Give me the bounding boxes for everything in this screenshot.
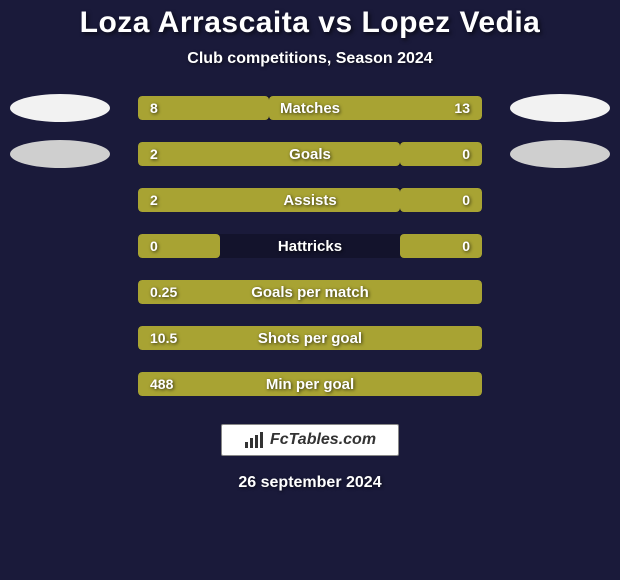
stat-row: Hattricks00 — [0, 234, 620, 258]
page-title: Loza Arrascaita vs Lopez Vedia — [80, 6, 541, 40]
bar-fill-left — [138, 188, 400, 212]
subtitle: Club competitions, Season 2024 — [187, 50, 432, 68]
stat-value-right: 13 — [454, 100, 470, 116]
stat-row: Goals per match0.25 — [0, 280, 620, 304]
stat-row: Shots per goal10.5 — [0, 326, 620, 350]
bar-fill-left — [138, 280, 482, 304]
bar-track: Shots per goal10.5 — [138, 326, 482, 350]
date-label: 26 september 2024 — [238, 474, 381, 492]
player-marker-left — [10, 140, 110, 168]
stat-value-left: 10.5 — [150, 330, 177, 346]
stat-row: Matches813 — [0, 96, 620, 120]
stat-value-left: 8 — [150, 100, 158, 116]
stat-value-left: 2 — [150, 192, 158, 208]
stat-value-left: 488 — [150, 376, 173, 392]
stat-value-right: 0 — [462, 192, 470, 208]
stat-value-right: 0 — [462, 238, 470, 254]
bar-track: Goals per match0.25 — [138, 280, 482, 304]
bar-track: Matches813 — [138, 96, 482, 120]
logo-text: FcTables.com — [270, 431, 376, 449]
stat-value-left: 0.25 — [150, 284, 177, 300]
chart-icon — [244, 431, 264, 449]
stat-row: Min per goal488 — [0, 372, 620, 396]
player-marker-right — [510, 140, 610, 168]
stat-value-left: 0 — [150, 238, 158, 254]
bar-fill-left — [138, 142, 400, 166]
stat-value-left: 2 — [150, 146, 158, 162]
player-marker-left — [10, 94, 110, 122]
stat-rows: Matches813Goals20Assists20Hattricks00Goa… — [0, 96, 620, 396]
bar-fill-right — [269, 96, 482, 120]
bar-track: Min per goal488 — [138, 372, 482, 396]
bar-track: Goals20 — [138, 142, 482, 166]
bar-track: Hattricks00 — [138, 234, 482, 258]
bar-fill-left — [138, 372, 482, 396]
bar-track: Assists20 — [138, 188, 482, 212]
stat-value-right: 0 — [462, 146, 470, 162]
stat-row: Goals20 — [0, 142, 620, 166]
fctables-logo[interactable]: FcTables.com — [221, 424, 399, 456]
comparison-widget: Loza Arrascaita vs Lopez Vedia Club comp… — [0, 0, 620, 580]
bar-fill-left — [138, 326, 482, 350]
player-marker-right — [510, 94, 610, 122]
stat-row: Assists20 — [0, 188, 620, 212]
